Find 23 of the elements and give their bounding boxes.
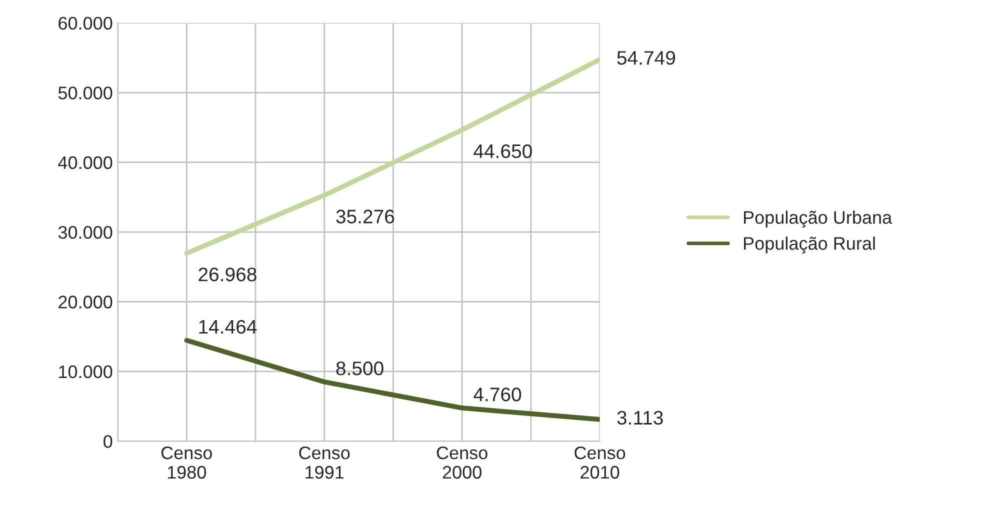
legend-label: População Urbana xyxy=(744,210,892,228)
data-label: 4.760 xyxy=(474,388,522,402)
y-tick-label: 40.000 xyxy=(58,156,112,170)
data-label: 44.650 xyxy=(474,144,532,158)
x-tick-label: Censo 1980 xyxy=(161,446,212,479)
x-tick-label: Censo 2010 xyxy=(574,446,626,479)
y-tick-label: 60.000 xyxy=(58,16,112,30)
data-label: 54.749 xyxy=(617,51,676,65)
x-tick-label: Censo 2000 xyxy=(436,446,488,479)
data-label: 3.113 xyxy=(617,410,663,425)
y-tick-label: 30.000 xyxy=(58,226,112,239)
line-series xyxy=(184,57,600,256)
y-tick-label: 20.000 xyxy=(58,296,112,308)
y-tick-label: 10.000 xyxy=(59,365,112,378)
data-label: 14.464 xyxy=(199,320,257,334)
line-series xyxy=(184,338,600,422)
y-tick-label: 50.000 xyxy=(58,86,112,100)
legend-label: População Rural xyxy=(744,236,875,254)
y-tick-label: 0 xyxy=(104,435,112,448)
x-tick-label: Censo 1991 xyxy=(299,446,350,479)
data-label: 35.276 xyxy=(336,210,394,224)
data-label: 8.500 xyxy=(336,362,384,376)
data-label: 26.968 xyxy=(198,268,256,282)
